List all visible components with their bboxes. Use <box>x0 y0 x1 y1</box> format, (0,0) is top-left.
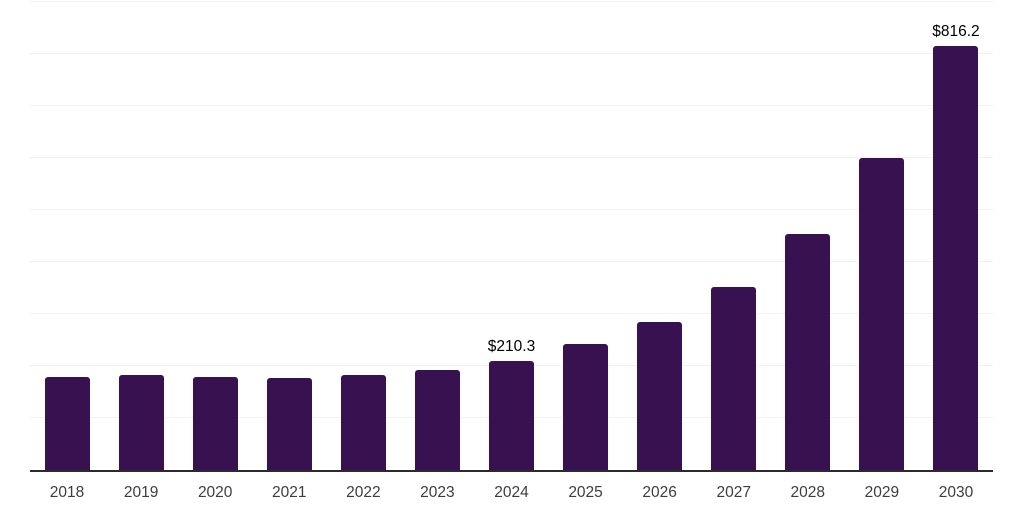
bar-2022 <box>340 375 386 470</box>
gridline-500 <box>30 209 993 210</box>
bar-2028 <box>785 233 831 470</box>
x-tick-2027: 2027 <box>716 484 751 501</box>
x-tick-2021: 2021 <box>272 484 307 501</box>
x-axis-line <box>30 470 993 472</box>
x-tick-2022: 2022 <box>346 484 381 501</box>
gridline-900 <box>30 1 993 2</box>
bar-2021 <box>266 377 312 470</box>
x-tick-2023: 2023 <box>420 484 455 501</box>
x-tick-2030: 2030 <box>938 484 974 501</box>
bar-2020 <box>192 377 238 470</box>
plot-area: $210.3 $816.2 <box>30 1 993 470</box>
bar-2023 <box>414 370 460 470</box>
x-tick-2028: 2028 <box>790 484 826 501</box>
gridline-400 <box>30 261 993 262</box>
x-tick-2029: 2029 <box>864 484 900 501</box>
bar-2025 <box>563 344 609 470</box>
bar-2027 <box>711 287 757 470</box>
value-label-2024: $210.3 <box>487 338 536 356</box>
x-tick-2025: 2025 <box>568 484 603 501</box>
value-label-2030: $816.2 <box>932 23 980 41</box>
bar-2019 <box>118 374 164 470</box>
x-tick-2026: 2026 <box>642 484 677 501</box>
bar-2026 <box>637 322 683 470</box>
x-tick-2019: 2019 <box>123 484 159 501</box>
bar-2030 <box>933 45 979 470</box>
bar-2024 <box>489 360 534 470</box>
bar-2018 <box>44 376 90 470</box>
x-tick-2024: 2024 <box>494 484 529 501</box>
gridline-600 <box>30 157 993 158</box>
gridline-300 <box>30 313 993 314</box>
bar-2029 <box>859 158 905 470</box>
gridline-700 <box>30 105 993 106</box>
x-tick-2020: 2020 <box>197 484 233 501</box>
gridline-800 <box>30 53 993 54</box>
x-tick-2018: 2018 <box>49 484 85 501</box>
